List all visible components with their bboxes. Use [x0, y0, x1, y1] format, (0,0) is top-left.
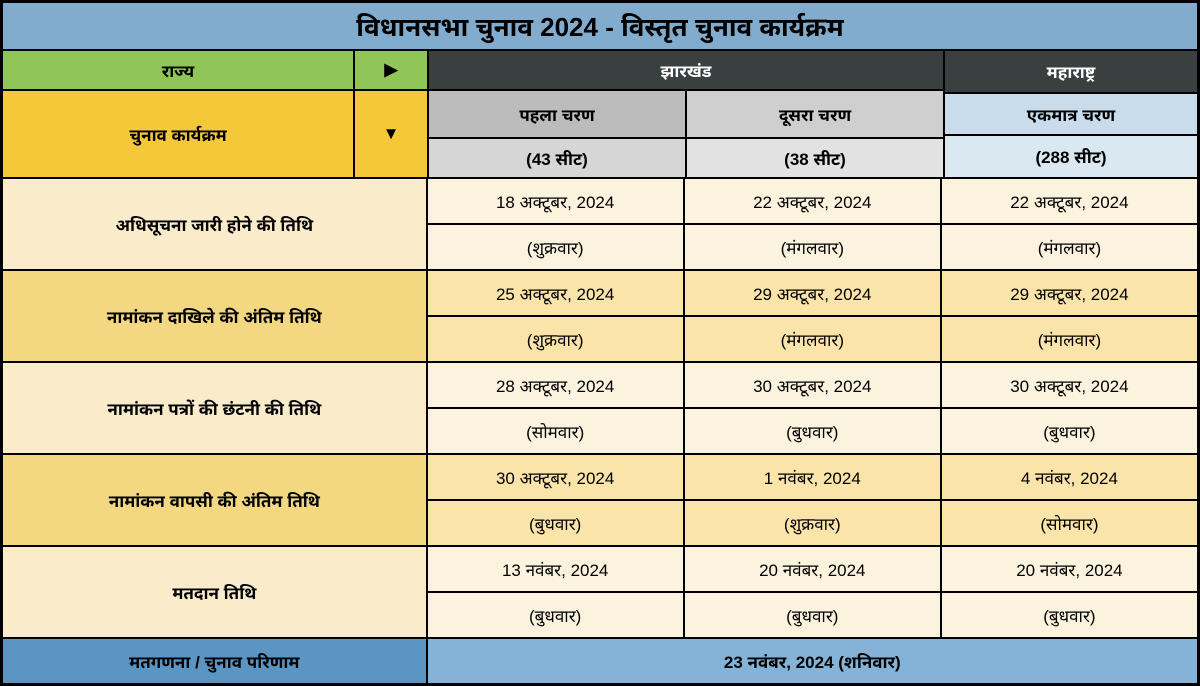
phase2-header: दूसरा चरण	[686, 90, 944, 138]
date-cell: 22 अक्टूबर, 2024	[684, 178, 941, 224]
row-label: अधिसूचना जारी होने की तिथि	[2, 178, 427, 270]
date-cell: 29 अक्टूबर, 2024	[941, 270, 1198, 316]
state-header: राज्य	[2, 50, 354, 90]
date-cell: 30 अक्टूबर, 2024	[684, 362, 941, 408]
day-cell: (शुक्रवार)	[427, 316, 684, 362]
table-row: अधिसूचना जारी होने की तिथि18 अक्टूबर, 20…	[2, 178, 1198, 270]
day-cell: (शुक्रवार)	[684, 500, 941, 546]
footer-right: 23 नवंबर, 2024 (शनिवार)	[427, 638, 1198, 684]
date-cell: 20 नवंबर, 2024	[684, 546, 941, 592]
state-jharkhand: झारखंड	[428, 50, 944, 90]
date-cell: 1 नवंबर, 2024	[684, 454, 941, 500]
phase1-header: पहला चरण	[428, 90, 686, 138]
data-cell: 30 अक्टूबर, 2024(बुधवार)	[941, 362, 1198, 454]
table-row: नामांकन वापसी की अंतिम तिथि30 अक्टूबर, 2…	[2, 454, 1198, 546]
date-cell: 30 अक्टूबर, 2024	[427, 454, 684, 500]
table-row: नामांकन दाखिले की अंतिम तिथि25 अक्टूबर, …	[2, 270, 1198, 362]
data-cell: 30 अक्टूबर, 2024(बुधवार)	[684, 362, 941, 454]
footer-left: मतगणना / चुनाव परिणाम	[2, 638, 427, 684]
data-rows: अधिसूचना जारी होने की तिथि18 अक्टूबर, 20…	[2, 178, 1198, 638]
date-cell: 28 अक्टूबर, 2024	[427, 362, 684, 408]
data-cell: 20 नवंबर, 2024(बुधवार)	[941, 546, 1198, 638]
seats3: (288 सीट)	[944, 135, 1198, 178]
data-cell: 20 नवंबर, 2024(बुधवार)	[684, 546, 941, 638]
day-cell: (मंगलवार)	[684, 224, 941, 270]
seats2: (38 सीट)	[686, 138, 944, 178]
day-cell: (बुधवार)	[684, 408, 941, 454]
data-cell: 18 अक्टूबर, 2024(शुक्रवार)	[427, 178, 684, 270]
day-cell: (बुधवार)	[427, 500, 684, 546]
row-label: नामांकन वापसी की अंतिम तिथि	[2, 454, 427, 546]
data-cell: 28 अक्टूबर, 2024(सोमवार)	[427, 362, 684, 454]
down-arrow-icon: ▼	[354, 90, 428, 178]
row-label: नामांकन दाखिले की अंतिम तिथि	[2, 270, 427, 362]
row-label: नामांकन पत्रों की छंटनी की तिथि	[2, 362, 427, 454]
election-schedule-table: विधानसभा चुनाव 2024 - विस्तृत चुनाव कार्…	[0, 0, 1200, 686]
day-cell: (मंगलवार)	[684, 316, 941, 362]
day-cell: (बुधवार)	[941, 408, 1198, 454]
program-header: चुनाव कार्यक्रम	[2, 90, 354, 178]
data-cell: 4 नवंबर, 2024(सोमवार)	[941, 454, 1198, 546]
table-row: नामांकन पत्रों की छंटनी की तिथि28 अक्टूब…	[2, 362, 1198, 454]
date-cell: 18 अक्टूबर, 2024	[427, 178, 684, 224]
day-cell: (बुधवार)	[427, 592, 684, 638]
data-cell: 30 अक्टूबर, 2024(बुधवार)	[427, 454, 684, 546]
date-cell: 30 अक्टूबर, 2024	[941, 362, 1198, 408]
day-cell: (सोमवार)	[427, 408, 684, 454]
day-cell: (मंगलवार)	[941, 316, 1198, 362]
data-cell: 25 अक्टूबर, 2024(शुक्रवार)	[427, 270, 684, 362]
state-maharashtra: महाराष्ट्र	[944, 50, 1198, 93]
day-cell: (सोमवार)	[941, 500, 1198, 546]
data-cell: 22 अक्टूबर, 2024(मंगलवार)	[941, 178, 1198, 270]
row-label: मतदान तिथि	[2, 546, 427, 638]
data-cell: 22 अक्टूबर, 2024(मंगलवार)	[684, 178, 941, 270]
data-cell: 29 अक्टूबर, 2024(मंगलवार)	[941, 270, 1198, 362]
date-cell: 22 अक्टूबर, 2024	[941, 178, 1198, 224]
date-cell: 29 अक्टूबर, 2024	[684, 270, 941, 316]
day-cell: (मंगलवार)	[941, 224, 1198, 270]
date-cell: 13 नवंबर, 2024	[427, 546, 684, 592]
day-cell: (बुधवार)	[941, 592, 1198, 638]
date-cell: 25 अक्टूबर, 2024	[427, 270, 684, 316]
seats1: (43 सीट)	[428, 138, 686, 178]
date-cell: 4 नवंबर, 2024	[941, 454, 1198, 500]
date-cell: 20 नवंबर, 2024	[941, 546, 1198, 592]
table-row: मतदान तिथि13 नवंबर, 2024(बुधवार)20 नवंबर…	[2, 546, 1198, 638]
data-cell: 1 नवंबर, 2024(शुक्रवार)	[684, 454, 941, 546]
data-cell: 29 अक्टूबर, 2024(मंगलवार)	[684, 270, 941, 362]
single-phase-header: एकमात्र चरण	[944, 93, 1198, 136]
day-cell: (शुक्रवार)	[427, 224, 684, 270]
right-arrow-icon: ▶	[354, 50, 428, 90]
day-cell: (बुधवार)	[684, 592, 941, 638]
data-cell: 13 नवंबर, 2024(बुधवार)	[427, 546, 684, 638]
page-title: विधानसभा चुनाव 2024 - विस्तृत चुनाव कार्…	[2, 2, 1198, 50]
